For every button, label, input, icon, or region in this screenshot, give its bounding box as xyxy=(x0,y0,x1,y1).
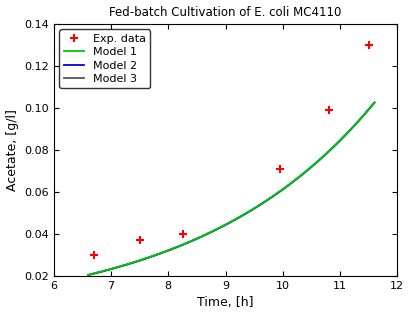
Model 2 xyxy=(319,155,324,159)
Line: Model 2: Model 2 xyxy=(88,103,373,275)
Line: Model 3: Model 3 xyxy=(88,103,373,275)
Model 3 xyxy=(240,213,245,217)
Exp. data xyxy=(365,43,370,47)
Model 3 xyxy=(364,109,369,113)
X-axis label: Time, [h]: Time, [h] xyxy=(197,296,253,309)
Model 1 xyxy=(371,101,376,105)
Exp. data xyxy=(277,167,282,171)
Model 2 xyxy=(85,273,90,277)
Exp. data xyxy=(180,232,184,236)
Model 1 xyxy=(85,273,90,277)
Exp. data xyxy=(326,108,330,112)
Legend: Exp. data, Model 1, Model 2, Model 3: Exp. data, Model 1, Model 2, Model 3 xyxy=(59,29,150,88)
Model 2 xyxy=(256,204,261,208)
Model 2 xyxy=(221,224,226,227)
Model 3 xyxy=(221,224,226,227)
Model 2 xyxy=(364,109,369,113)
Model 1 xyxy=(221,224,226,227)
Line: Exp. data: Exp. data xyxy=(90,41,372,259)
Model 1 xyxy=(223,223,228,226)
Y-axis label: Acetate, [g/l]: Acetate, [g/l] xyxy=(6,109,18,191)
Model 3 xyxy=(256,204,261,208)
Exp. data xyxy=(137,238,142,242)
Model 3 xyxy=(319,155,324,159)
Model 2 xyxy=(240,213,245,217)
Model 1 xyxy=(256,204,261,208)
Model 2 xyxy=(371,101,376,105)
Model 1 xyxy=(364,109,369,113)
Model 2 xyxy=(223,223,228,226)
Title: Fed-batch Cultivation of E. coli MC4110: Fed-batch Cultivation of E. coli MC4110 xyxy=(109,6,341,19)
Model 3 xyxy=(223,223,228,226)
Model 3 xyxy=(371,101,376,105)
Line: Model 1: Model 1 xyxy=(88,103,373,275)
Model 1 xyxy=(319,155,324,159)
Exp. data xyxy=(91,253,96,257)
Model 3 xyxy=(85,273,90,277)
Model 1 xyxy=(240,213,245,217)
